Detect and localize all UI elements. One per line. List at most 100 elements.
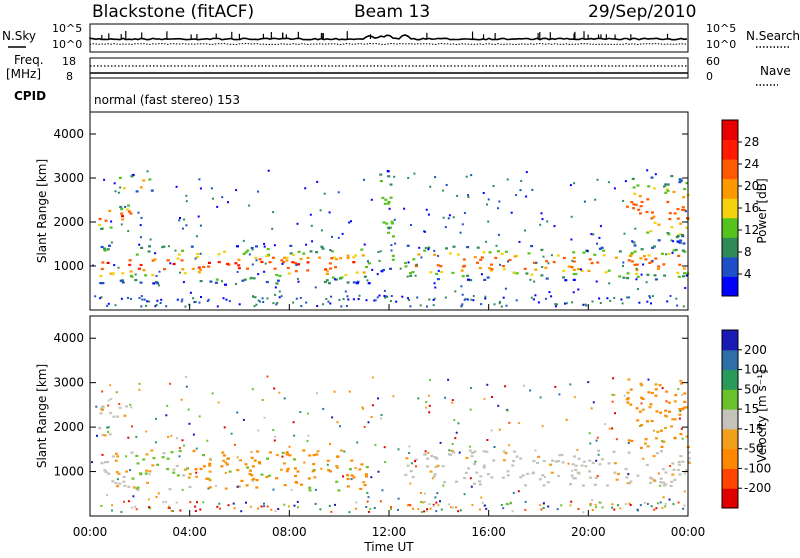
echo-cell bbox=[384, 461, 387, 463]
echo-cell bbox=[620, 298, 623, 301]
echo-cell bbox=[250, 474, 254, 477]
echo-cell bbox=[297, 280, 300, 283]
echo-cell bbox=[257, 507, 260, 510]
echo-cell bbox=[513, 255, 517, 258]
echo-cell bbox=[111, 455, 115, 458]
echo-cell bbox=[593, 253, 597, 256]
echo-cell bbox=[350, 474, 354, 477]
echo-cell bbox=[199, 187, 202, 190]
echo-cell bbox=[193, 301, 196, 304]
echo-cell bbox=[325, 298, 328, 300]
echo-cell bbox=[337, 489, 341, 492]
echo-cell bbox=[103, 469, 107, 472]
echo-cell bbox=[145, 430, 148, 433]
echo-cell bbox=[139, 263, 143, 267]
echo-cell bbox=[101, 408, 104, 411]
echo-cell bbox=[661, 468, 665, 471]
echo-cell bbox=[478, 480, 482, 483]
echo-cell bbox=[196, 501, 198, 504]
echo-cell bbox=[123, 414, 127, 417]
echo-cell bbox=[330, 510, 333, 513]
echo-cell bbox=[435, 272, 439, 275]
echo-cell bbox=[678, 413, 682, 416]
echo-cell bbox=[646, 420, 649, 423]
echo-cell bbox=[106, 494, 109, 496]
echo-cell bbox=[433, 249, 436, 252]
echo-cell bbox=[488, 267, 492, 270]
ytick-label: 3000 bbox=[53, 376, 84, 390]
echo-cell bbox=[129, 270, 133, 273]
echo-cell bbox=[340, 305, 343, 308]
echo-cell bbox=[274, 510, 277, 513]
echo-cell bbox=[275, 282, 279, 285]
echo-cell bbox=[116, 478, 119, 481]
echo-cell bbox=[165, 305, 168, 308]
echo-cell bbox=[437, 269, 440, 272]
echo-cell bbox=[150, 189, 154, 192]
echo-cell bbox=[262, 301, 265, 303]
echo-cell bbox=[432, 505, 435, 507]
echo-cell bbox=[508, 258, 512, 262]
colorbar-tick-label: -50 bbox=[744, 442, 764, 456]
echo-cell bbox=[148, 300, 151, 303]
echo-cell bbox=[265, 255, 269, 258]
echo-cell bbox=[426, 508, 429, 511]
echo-cell bbox=[395, 300, 398, 303]
xtick-label: 04:00 bbox=[172, 525, 207, 539]
echo-cell bbox=[426, 457, 430, 460]
echo-cell bbox=[428, 298, 431, 301]
echo-cell bbox=[189, 291, 192, 294]
echo-cell bbox=[346, 295, 349, 298]
echo-cell bbox=[429, 185, 432, 188]
echo-cell bbox=[223, 250, 227, 253]
echo-cell bbox=[242, 239, 245, 242]
echo-cell bbox=[467, 194, 469, 196]
echo-cell bbox=[527, 252, 531, 255]
echo-cell bbox=[187, 408, 190, 411]
echo-cell bbox=[230, 432, 233, 435]
echo-cell bbox=[638, 410, 642, 413]
echo-cell bbox=[185, 200, 188, 203]
echo-cell bbox=[657, 265, 661, 268]
echo-cell bbox=[250, 456, 254, 459]
echo-cell bbox=[440, 270, 444, 274]
echo-cell bbox=[664, 505, 667, 508]
echo-cell bbox=[335, 258, 338, 261]
echo-cell bbox=[425, 401, 428, 404]
echo-cell bbox=[502, 507, 505, 510]
echo-cell bbox=[640, 200, 644, 204]
echo-cell bbox=[664, 471, 668, 474]
echo-cell bbox=[225, 298, 228, 301]
echo-cell bbox=[148, 506, 150, 509]
echo-cell bbox=[167, 245, 170, 248]
echo-cell bbox=[542, 484, 546, 487]
echo-cell bbox=[384, 198, 388, 201]
echo-cell bbox=[663, 274, 667, 277]
echo-cell bbox=[622, 265, 624, 267]
echo-cell bbox=[148, 473, 151, 476]
echo-cell bbox=[121, 215, 124, 218]
echo-cell bbox=[390, 295, 393, 297]
echo-cell bbox=[120, 223, 123, 226]
echo-cell bbox=[293, 434, 296, 437]
echo-cell bbox=[515, 194, 518, 197]
echo-cell bbox=[210, 187, 213, 190]
echo-cell bbox=[552, 261, 556, 264]
echo-cell bbox=[251, 263, 254, 266]
echo-cell bbox=[429, 271, 433, 274]
echo-cell bbox=[426, 305, 428, 308]
echo-cell bbox=[174, 249, 177, 252]
echo-cell bbox=[592, 233, 595, 236]
echo-cell bbox=[289, 252, 293, 255]
echo-cell bbox=[633, 192, 637, 195]
echo-cell bbox=[224, 487, 228, 490]
echo-cell bbox=[328, 470, 332, 473]
echo-cell bbox=[544, 266, 548, 269]
echo-cell bbox=[614, 256, 618, 259]
echo-cell bbox=[675, 297, 678, 300]
echo-cell bbox=[662, 484, 666, 487]
echo-cell bbox=[542, 460, 546, 463]
echo-cell bbox=[670, 480, 674, 483]
echo-cell bbox=[219, 507, 221, 510]
echo-cell bbox=[572, 256, 576, 259]
